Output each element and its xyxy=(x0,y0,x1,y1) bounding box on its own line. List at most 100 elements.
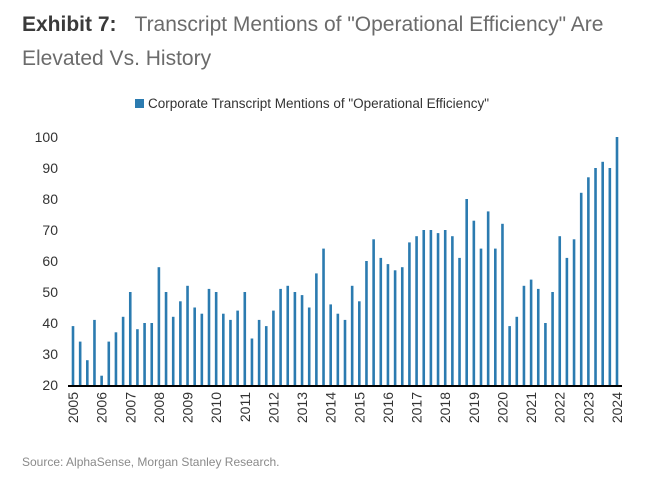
bar xyxy=(121,316,125,385)
y-tick-label: 100 xyxy=(35,129,59,145)
legend: Corporate Transcript Mentions of "Operat… xyxy=(135,96,489,111)
bar xyxy=(86,360,89,385)
x-tick-label: 2012 xyxy=(265,392,281,423)
bar xyxy=(501,223,504,385)
bar xyxy=(358,301,361,385)
title-text: Transcript Mentions of "Operational Effi… xyxy=(22,13,604,70)
x-tick-label: 2024 xyxy=(609,392,625,423)
bar xyxy=(558,236,562,385)
bar xyxy=(579,192,583,385)
bar xyxy=(293,292,297,385)
bar xyxy=(279,288,282,385)
y-tick-label: 70 xyxy=(42,222,58,238)
bar xyxy=(193,307,196,385)
x-axis: 2005 2006 2007 2008 2009 2010 2011 2012 2013 2014… xyxy=(65,392,625,423)
x-tick-label: 2013 xyxy=(294,392,310,423)
bar xyxy=(322,248,325,385)
bar xyxy=(365,261,368,385)
bar xyxy=(286,285,290,385)
bar xyxy=(522,285,526,385)
bar xyxy=(300,295,304,385)
x-tick-label: 2020 xyxy=(494,392,510,423)
bar xyxy=(350,285,354,385)
bar xyxy=(207,288,211,385)
bar xyxy=(114,332,118,385)
bar xyxy=(515,316,519,385)
x-tick-label: 2021 xyxy=(523,392,539,423)
x-tick-label: 2010 xyxy=(208,392,224,423)
legend-label: Corporate Transcript Mentions of "Operat… xyxy=(148,96,489,111)
bar xyxy=(229,319,232,385)
x-tick-label: 2015 xyxy=(351,392,367,423)
bar xyxy=(272,310,275,385)
bar xyxy=(601,161,604,385)
x-tick-label: 2017 xyxy=(409,392,425,423)
bar xyxy=(393,270,397,385)
bar xyxy=(315,273,318,385)
bar xyxy=(307,307,311,385)
bar xyxy=(329,304,332,385)
bar xyxy=(264,326,268,385)
y-tick-label: 30 xyxy=(42,346,58,362)
bar xyxy=(336,313,340,385)
x-tick-label: 2008 xyxy=(151,392,167,423)
bar xyxy=(408,242,411,385)
bar xyxy=(93,319,96,385)
exhibit-label: Exhibit 7: xyxy=(22,13,117,36)
bar xyxy=(379,257,383,385)
legend-swatch xyxy=(135,99,144,108)
bar xyxy=(565,257,569,385)
bar xyxy=(186,285,189,385)
bar xyxy=(458,257,461,385)
y-axis: 20 30 40 50 60 70 80 90 100 xyxy=(35,129,59,393)
x-tick-label: 2005 xyxy=(65,392,81,423)
bar xyxy=(171,316,175,385)
bar xyxy=(214,292,218,385)
bar xyxy=(508,326,511,385)
source-note: Source: AlphaSense, Morgan Stanley Resea… xyxy=(22,455,280,469)
bar xyxy=(107,341,111,385)
bar xyxy=(71,326,75,385)
bar xyxy=(415,236,418,385)
bar xyxy=(536,288,540,385)
bar xyxy=(486,211,490,385)
bar xyxy=(157,267,161,385)
x-tick-label: 2014 xyxy=(323,392,339,423)
bar xyxy=(164,292,168,385)
x-tick-label: 2006 xyxy=(94,392,110,423)
bar xyxy=(429,230,433,385)
y-tick-label: 90 xyxy=(42,160,58,176)
x-tick-label: 2018 xyxy=(437,392,453,423)
x-tick-label: 2019 xyxy=(466,392,482,423)
bar xyxy=(250,338,254,385)
bar xyxy=(243,292,247,385)
bar xyxy=(343,319,347,385)
bar xyxy=(150,323,154,385)
bar xyxy=(443,230,447,385)
bar xyxy=(78,341,82,385)
x-tick-label: 2023 xyxy=(580,392,596,423)
y-tick-label: 80 xyxy=(42,191,58,207)
x-tick-label: 2022 xyxy=(552,392,568,423)
x-tick-label: 2016 xyxy=(380,392,396,423)
chart-title: Exhibit 7: Transcript Mentions of "Operat… xyxy=(22,8,652,76)
bar xyxy=(494,248,497,385)
bar xyxy=(529,279,533,385)
bar xyxy=(422,230,426,385)
bar xyxy=(236,310,239,385)
bar xyxy=(594,168,597,385)
bar xyxy=(400,267,404,385)
x-tick-label: 2007 xyxy=(122,392,138,423)
bar xyxy=(100,375,103,385)
x-tick-label: 2011 xyxy=(237,392,253,422)
bar xyxy=(544,323,547,385)
bar xyxy=(372,239,375,385)
bar xyxy=(436,233,440,385)
bar xyxy=(257,319,261,385)
y-tick-label: 20 xyxy=(42,377,58,393)
bar xyxy=(179,301,182,385)
bar xyxy=(608,168,612,385)
bar xyxy=(128,292,132,385)
bar xyxy=(451,236,454,385)
